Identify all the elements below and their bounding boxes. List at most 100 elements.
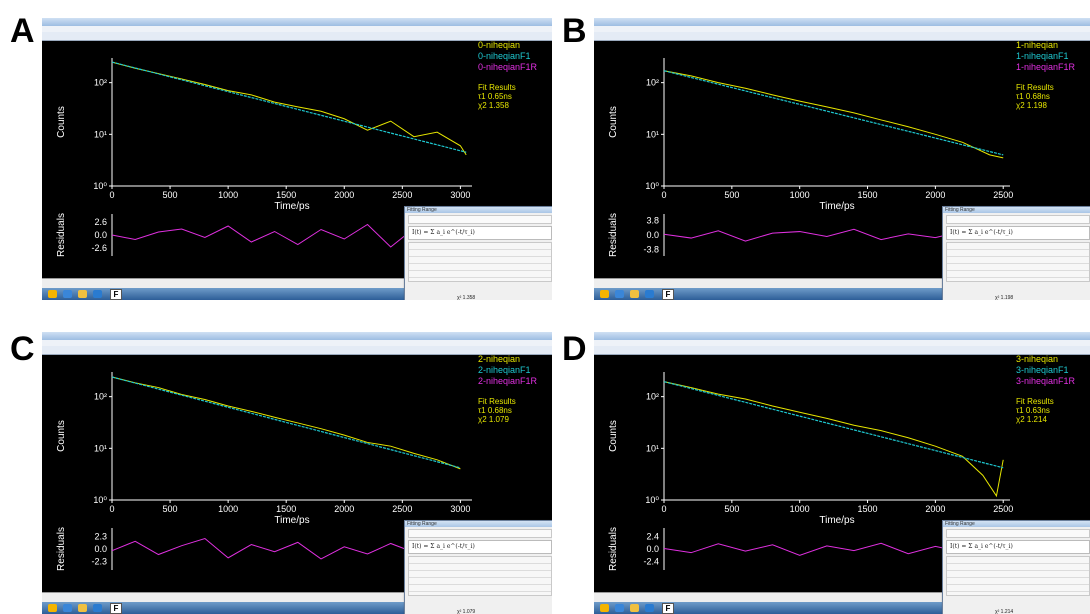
fit-tau-value: τ1 0.68ns (478, 406, 512, 415)
x-tick-label: 2000 (925, 190, 945, 200)
y-tick-label: 10¹ (94, 129, 107, 139)
window-title-bar (594, 18, 1090, 26)
y-tick-label: 10¹ (646, 443, 659, 453)
taskbar-app-icon[interactable] (645, 290, 654, 298)
residual-tick-label: 2.4 (646, 531, 659, 541)
taskbar-app-icon[interactable] (615, 290, 624, 298)
residual-tick-label: 2.3 (94, 531, 107, 541)
taskbar-app-icon[interactable] (630, 604, 639, 612)
fit-series-line (111, 376, 461, 469)
parameter-table[interactable] (946, 242, 1090, 282)
taskbar-app-icon[interactable] (645, 604, 654, 612)
parameter-table[interactable] (946, 556, 1090, 596)
taskbar-app-icon[interactable] (93, 604, 102, 612)
x-tick-label: 2500 (392, 190, 412, 200)
y-tick-label: 10⁰ (645, 181, 659, 191)
residual-axis-label: Residuals (56, 213, 67, 257)
window-status-bar (42, 278, 552, 288)
fit-tau-value: τ1 0.68ns (1016, 92, 1050, 101)
legend-entry: 0-niheqianF1 (478, 51, 531, 61)
fit-series-line (111, 61, 467, 153)
fit-formula: I(t) = Σ a_i e^(-t/τ_i) (946, 540, 1090, 554)
taskbar-app-icon[interactable] (630, 290, 639, 298)
x-tick-label: 1500 (858, 190, 878, 200)
fitting-range-row[interactable] (946, 215, 1090, 224)
x-tick-label: 2000 (334, 504, 354, 514)
taskbar-app-icon[interactable] (78, 604, 87, 612)
window-menu-bar[interactable] (42, 26, 552, 32)
y-tick-label: 10² (94, 78, 107, 88)
dialog-title-bar[interactable]: Fitting Range (405, 207, 552, 213)
legend-entry: 3-niheqian (1016, 354, 1058, 364)
taskbar-app-icon[interactable] (63, 290, 72, 298)
fitting-dialog[interactable]: Fitting Range I(t) = Σ a_i e^(-t/τ_i) χ² 1… (942, 520, 1090, 614)
taskbar-app-icon[interactable] (615, 604, 624, 612)
legend-entry: 1-niheqianF1R (1016, 62, 1076, 72)
residual-tick-label: -2.3 (91, 557, 107, 567)
y-tick-label: 10¹ (94, 443, 107, 453)
taskbar-app-icon[interactable] (78, 290, 87, 298)
x-axis-label: Time/ps (274, 201, 309, 212)
data-series-line (111, 376, 461, 470)
x-tick-label: 500 (724, 504, 739, 514)
fit-tau-value: τ1 0.65ns (478, 92, 512, 101)
window-status-bar (594, 592, 1090, 602)
x-tick-label: 3000 (450, 190, 470, 200)
fit-results-title: Fit Results (1016, 83, 1054, 92)
fitting-range-row[interactable] (408, 215, 552, 224)
fitting-range-row[interactable] (946, 529, 1090, 538)
y-tick-label: 10⁰ (93, 495, 107, 505)
fit-series-line (663, 381, 1004, 469)
x-tick-label: 0 (661, 190, 666, 200)
fit-results-title: Fit Results (478, 397, 516, 406)
window-title-bar (594, 332, 1090, 340)
y-tick-label: 10⁰ (93, 181, 107, 191)
parameter-table[interactable] (408, 556, 552, 596)
taskbar-app-icon[interactable] (93, 290, 102, 298)
window-menu-bar[interactable] (42, 340, 552, 346)
window-menu-bar[interactable] (594, 340, 1090, 346)
taskbar-app-icon[interactable] (48, 290, 57, 298)
residual-axis-label: Residuals (608, 527, 619, 571)
fit-formula: I(t) = Σ a_i e^(-t/τ_i) (408, 226, 552, 240)
fit-results-title: Fit Results (1016, 397, 1054, 406)
dialog-title-bar[interactable]: Fitting Range (405, 521, 552, 527)
fitting-range-row[interactable] (408, 529, 552, 538)
fit-chi-value: χ2 1.198 (1016, 101, 1047, 110)
parameter-table[interactable] (408, 242, 552, 282)
dialog-title-bar[interactable]: Fitting Range (943, 521, 1090, 527)
legend-entry: 0-niheqian (478, 40, 520, 50)
legend-entry: 2-niheqianF1 (478, 365, 531, 375)
window-toolbar[interactable] (42, 346, 552, 355)
dialog-title-bar[interactable]: Fitting Range (943, 207, 1090, 213)
fitting-dialog[interactable]: Fitting Range I(t) = Σ a_i e^(-t/τ_i) χ² 1… (942, 206, 1090, 300)
window-toolbar[interactable] (594, 346, 1090, 355)
taskbar-app-icon[interactable] (48, 604, 57, 612)
legend-entry: 3-niheqianF1R (1016, 376, 1076, 386)
fitting-dialog[interactable]: Fitting Range I(t) = Σ a_i e^(-t/τ_i) χ² 1… (404, 520, 552, 614)
x-axis-label: Time/ps (819, 201, 854, 212)
taskbar-f-icon[interactable]: F (110, 289, 122, 300)
fit-series-line (663, 70, 1004, 156)
x-tick-label: 2000 (334, 190, 354, 200)
residual-axis-label: Residuals (56, 527, 67, 571)
taskbar-app-icon[interactable] (600, 604, 609, 612)
residual-series-line (111, 223, 461, 248)
fitting-dialog[interactable]: Fitting Range I(t) = Σ a_i e^(-t/τ_i) χ² 1… (404, 206, 552, 300)
legend-entry: 2-niheqianF1R (478, 376, 538, 386)
fit-formula: I(t) = Σ a_i e^(-t/τ_i) (946, 226, 1090, 240)
taskbar-app-icon[interactable] (63, 604, 72, 612)
residual-tick-label: -3.8 (643, 245, 659, 255)
chart-svg: 0 500 1000 1500 2000 2500 Time/ps 10⁰ 10¹ 10² Coun… (608, 354, 1076, 571)
x-tick-label: 500 (163, 504, 178, 514)
window-menu-bar[interactable] (594, 26, 1090, 32)
legend-entry: 0-niheqianF1R (478, 62, 538, 72)
panel-c-screenshot: F 0 500 1000 1500 2000 2500 3000 Time/ps 10⁰ 10¹ 10… (42, 332, 552, 614)
fit-chi-value: χ2 1.214 (1016, 415, 1047, 424)
residual-tick-label: -2.4 (643, 557, 659, 567)
x-tick-label: 1000 (790, 190, 810, 200)
window-toolbar[interactable] (594, 32, 1090, 41)
taskbar-f-icon[interactable]: F (662, 289, 674, 300)
window-toolbar[interactable] (42, 32, 552, 41)
taskbar-app-icon[interactable] (600, 290, 609, 298)
